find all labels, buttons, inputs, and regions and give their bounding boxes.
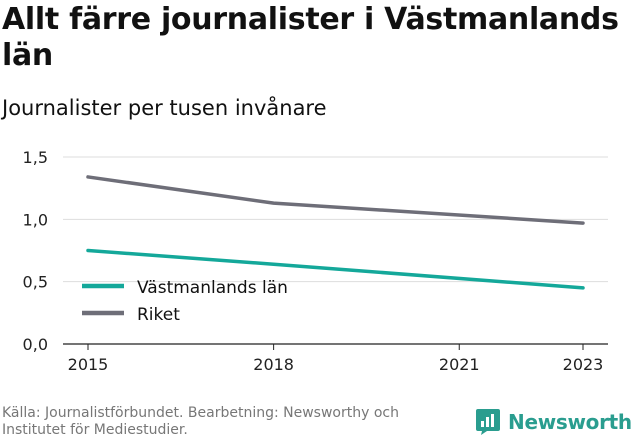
chart-title: Allt färre journalister i Västmanlands l… <box>2 2 619 73</box>
series-lines <box>86 175 585 290</box>
series-line-riket <box>86 175 585 225</box>
y-tick-label: 0,5 <box>23 273 48 292</box>
y-tick-label: 1,5 <box>23 148 48 167</box>
x-axis-ticks: 2015 2018 2021 2023 <box>68 344 604 374</box>
legend: Västmanlands län Riket <box>82 278 288 325</box>
legend-label-riket: Riket <box>137 305 180 325</box>
y-tick-label: 1,0 <box>23 210 48 229</box>
x-tick-label: 2018 <box>253 355 294 374</box>
source-note: Källa: Journalistförbundet. Bearbetning:… <box>2 405 399 438</box>
y-axis-ticks: 0,0 0,5 1,0 1,5 <box>23 148 48 354</box>
chart-subtitle: Journalister per tusen invånare <box>2 96 327 120</box>
y-tick-label: 0,0 <box>23 335 48 354</box>
brand-name: Newsworthy <box>508 410 631 434</box>
x-tick-label: 2015 <box>68 355 109 374</box>
series-line-vastmanland <box>86 248 585 290</box>
legend-label-vastmanland: Västmanlands län <box>137 278 288 298</box>
x-tick-label: 2023 <box>563 355 604 374</box>
x-tick-label: 2021 <box>439 355 480 374</box>
newsworthy-logo: Newsworthy <box>475 407 631 437</box>
line-chart: 0,0 0,5 1,0 1,5 2015 2018 2021 2023 Västmanlan… <box>23 148 608 374</box>
chart-bubble-icon <box>476 409 500 435</box>
